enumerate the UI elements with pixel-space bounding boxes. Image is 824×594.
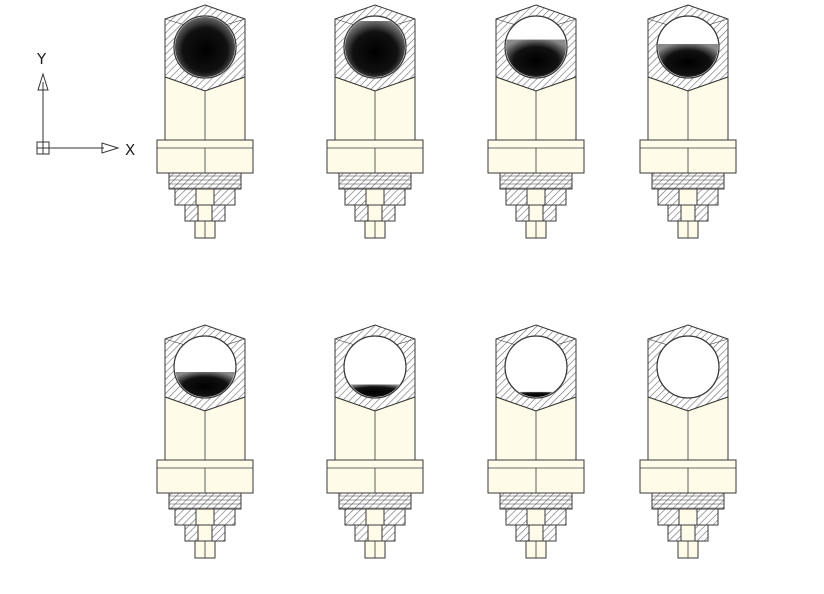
- thread-section: [168, 172, 242, 190]
- fitting-1: [156, 4, 254, 239]
- fitting-7: [487, 324, 585, 559]
- y-arrow-icon: [37, 72, 49, 91]
- x-arrow-icon: [101, 142, 120, 154]
- y-axis-label: Y: [36, 50, 47, 68]
- fitting-2: [326, 4, 424, 239]
- thread-section: [651, 172, 725, 190]
- ucs-axes-icon: Y X: [36, 50, 135, 159]
- thread-section: [651, 492, 725, 510]
- thread-section: [168, 492, 242, 510]
- fitting-4: [639, 4, 737, 239]
- fitting-8: [639, 324, 737, 559]
- fluid-level: [175, 17, 235, 77]
- fluid-level: [345, 20, 405, 77]
- x-axis-label: X: [125, 141, 135, 159]
- fitting-6: [326, 324, 424, 559]
- fitting-5: [156, 324, 254, 559]
- thread-section: [338, 172, 412, 190]
- thread-section: [338, 492, 412, 510]
- fitting-3: [487, 4, 585, 239]
- fittings-group: [156, 4, 737, 559]
- fluid-level: [506, 391, 566, 397]
- thread-section: [499, 172, 573, 190]
- thread-section: [499, 492, 573, 510]
